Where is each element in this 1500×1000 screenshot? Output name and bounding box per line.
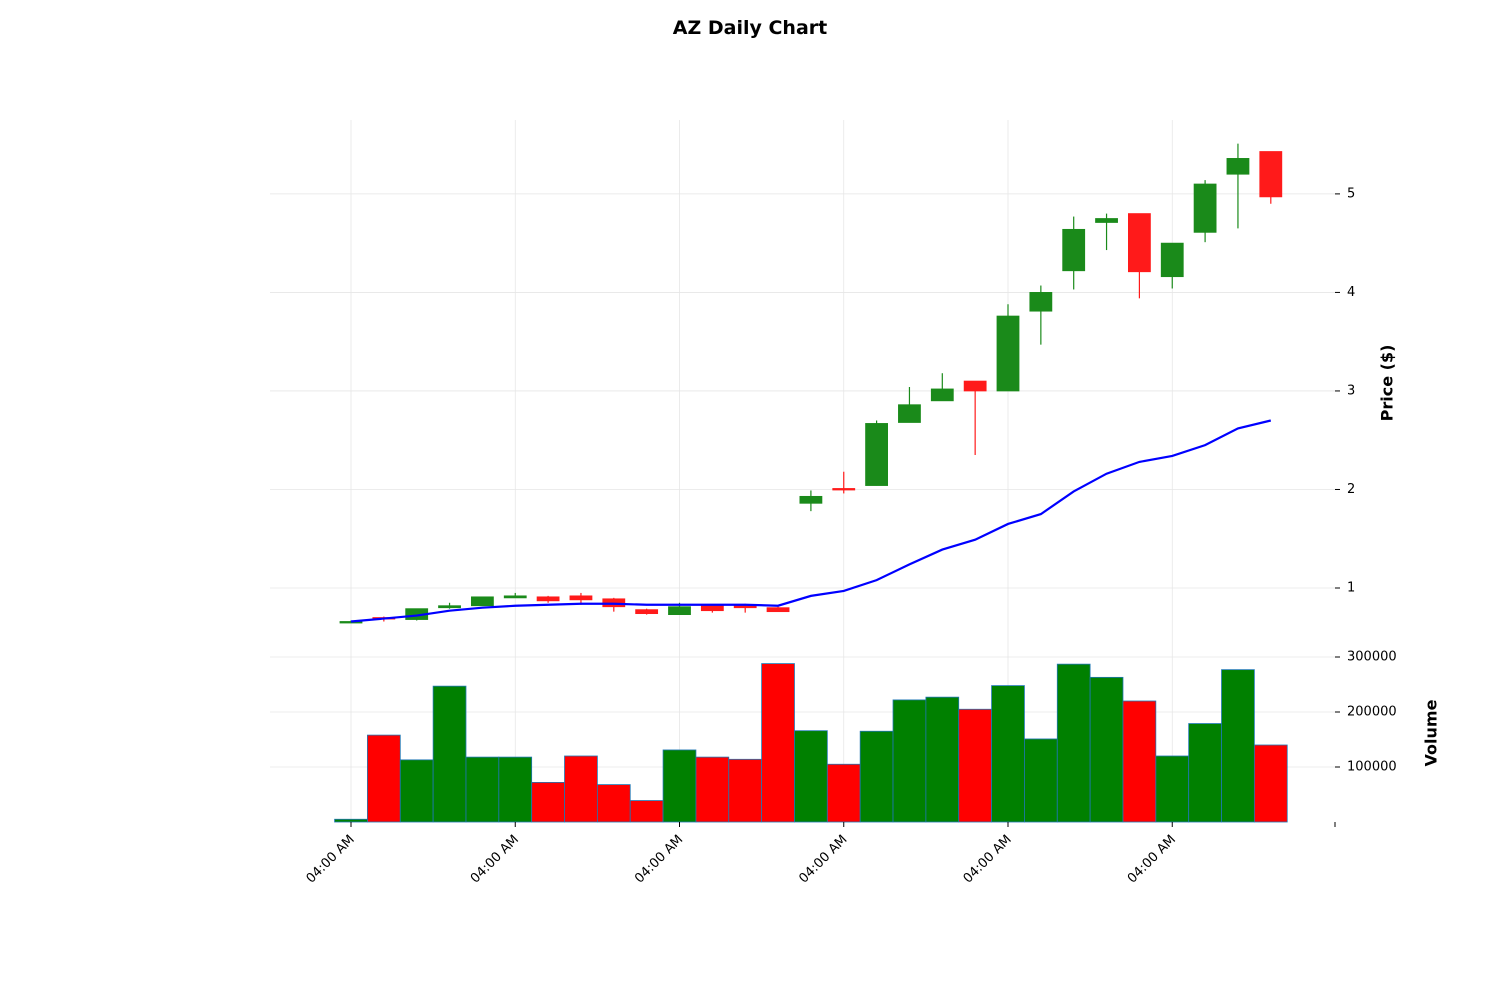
volume-bar xyxy=(662,749,697,823)
moving-average-line xyxy=(350,419,1272,623)
candle-body xyxy=(1259,151,1283,198)
candle-body xyxy=(536,596,560,602)
x-tick-label: 04:00 AM xyxy=(632,832,686,886)
moving-average xyxy=(350,419,1272,623)
candle-body xyxy=(1029,292,1053,312)
volume-bar xyxy=(432,685,467,823)
candle-body xyxy=(1062,228,1086,272)
candle-body xyxy=(832,488,856,491)
x-tick-label: 04:00 AM xyxy=(961,832,1015,886)
x-tick-label: 04:00 AM xyxy=(796,832,850,886)
volume-bar xyxy=(794,730,828,823)
chart-title: AZ Daily Chart xyxy=(672,17,828,39)
volume-bar xyxy=(826,763,861,823)
volume-bar xyxy=(1221,669,1255,823)
volume-bar xyxy=(728,758,763,823)
price-tick-label: 1 xyxy=(1347,581,1355,596)
candle-body xyxy=(766,607,790,613)
volume-bar xyxy=(1122,700,1157,823)
volume-bar xyxy=(1089,676,1124,823)
candle-body xyxy=(963,380,987,392)
candle-body xyxy=(865,423,888,486)
volume-bars xyxy=(334,663,1288,823)
price-tick-label: 5 xyxy=(1347,186,1355,201)
volume-bar xyxy=(399,759,434,823)
candle-body xyxy=(503,595,527,599)
volume-bar xyxy=(991,685,1025,823)
volume-bar xyxy=(465,756,500,823)
candle-body xyxy=(635,609,659,615)
volume-bar xyxy=(925,696,960,823)
candle-body xyxy=(470,596,494,607)
volume-bar xyxy=(1024,738,1058,823)
candle-body xyxy=(930,388,954,402)
candle-body xyxy=(668,606,691,616)
candle-body xyxy=(1226,158,1250,175)
volume-bar xyxy=(1188,723,1222,823)
volume-tick-label: 200000 xyxy=(1347,705,1397,720)
volume-bar xyxy=(761,663,795,823)
volume-bar xyxy=(958,708,992,823)
volume-bar xyxy=(1253,744,1288,823)
volume-bar xyxy=(596,784,631,823)
price-tick-label: 4 xyxy=(1347,285,1355,300)
candle-body xyxy=(1128,213,1151,273)
price-tick-label: 2 xyxy=(1347,482,1355,497)
x-tick-label: 04:00 AM xyxy=(304,832,358,886)
volume-bar xyxy=(531,782,565,823)
volume-bar xyxy=(1056,663,1091,823)
volume-bar xyxy=(498,756,533,823)
candle-body xyxy=(1193,183,1217,233)
volume-bar xyxy=(564,755,598,823)
candle-body xyxy=(1160,242,1184,278)
volume-bar xyxy=(892,699,927,823)
x-tick-label: 04:00 AM xyxy=(468,832,522,886)
volume-tick-label: 100000 xyxy=(1347,760,1397,775)
volume-bar xyxy=(1155,755,1190,823)
x-tick-label: 04:00 AM xyxy=(1125,832,1179,886)
volume-bar xyxy=(695,756,730,823)
candle-body xyxy=(569,595,593,601)
candle-body xyxy=(996,315,1020,392)
candle-body xyxy=(1095,218,1118,223)
volume-bar xyxy=(629,800,664,823)
candles xyxy=(339,143,1283,624)
volume-tick-label: 300000 xyxy=(1347,650,1397,665)
candle-body xyxy=(438,605,461,609)
price-tick-label: 3 xyxy=(1347,383,1355,398)
price-axis-label: Price ($) xyxy=(1378,345,1397,422)
volume-axis-label: Volume xyxy=(1422,699,1441,766)
candle-body xyxy=(799,495,823,504)
grid xyxy=(270,120,1335,822)
volume-bar xyxy=(367,734,401,823)
volume-bar xyxy=(334,818,368,823)
volume-bar xyxy=(859,730,894,823)
candle-body xyxy=(898,404,921,423)
